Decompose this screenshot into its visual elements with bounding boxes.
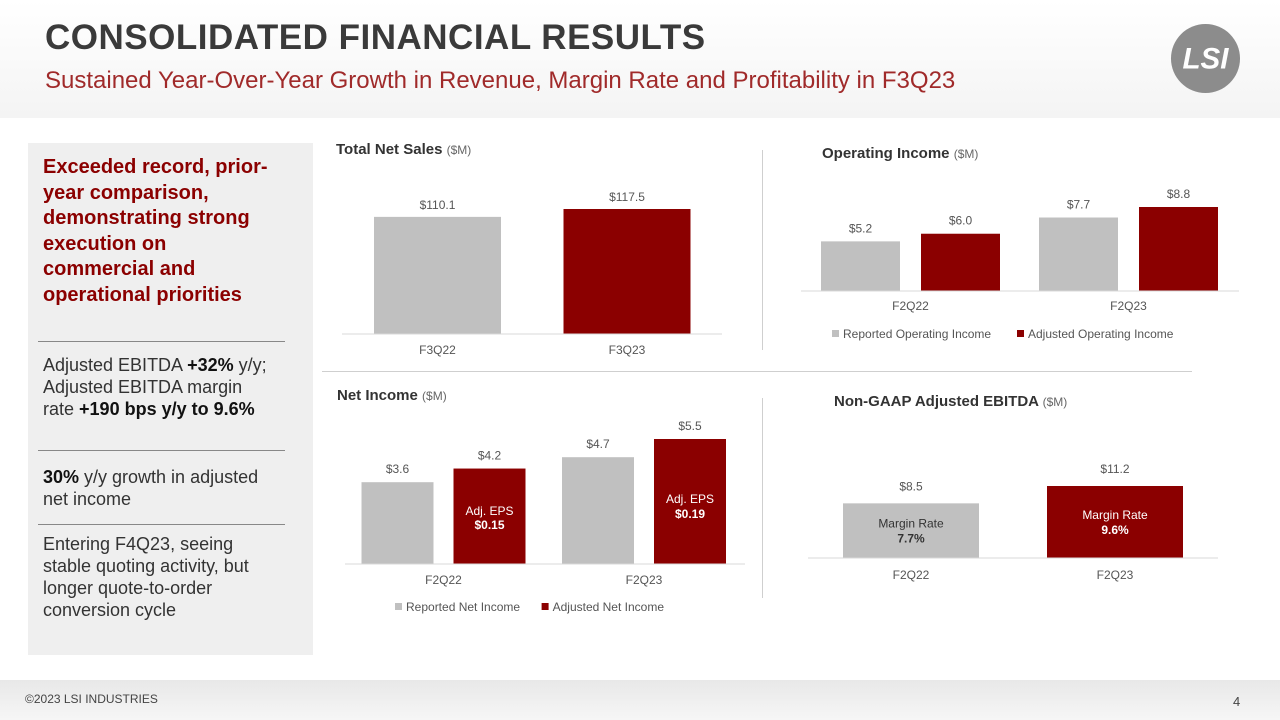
legend-label: Adjusted Operating Income: [1028, 327, 1174, 341]
eps-label-value: $0.19: [675, 507, 705, 521]
data-label: $7.7: [1067, 198, 1091, 212]
x-tick-label: F3Q22: [419, 343, 456, 357]
summary-item-ebitda: Adjusted EBITDA +32% y/y; Adjusted EBITD…: [43, 355, 267, 419]
legend-label: Adjusted Net Income: [553, 600, 665, 614]
data-label: $4.7: [586, 437, 610, 451]
bar: [1047, 486, 1183, 558]
bar: [843, 503, 979, 558]
eps-label-title: Adj. EPS: [465, 504, 513, 518]
x-tick-label: F2Q22: [425, 573, 462, 587]
x-tick-label: F2Q23: [626, 573, 663, 587]
net-sales-title: Total Net Sales ($M): [336, 141, 472, 158]
data-label: $8.8: [1167, 187, 1191, 201]
margin-rate-title: Margin Rate: [878, 517, 944, 531]
legend-swatch: [541, 603, 549, 610]
divider: [762, 398, 763, 598]
x-tick-label: F2Q22: [892, 299, 929, 313]
bar: [921, 233, 1000, 291]
chart-title-text: Operating Income: [822, 145, 950, 162]
legend-label: Reported Operating Income: [843, 327, 991, 341]
bar: [563, 209, 691, 334]
operating-income-title: Operating Income ($M): [822, 145, 979, 162]
data-label: $5.5: [678, 419, 702, 433]
margin-rate-value: 7.7%: [897, 532, 925, 546]
eps-label-value: $0.15: [474, 518, 504, 532]
divider: [762, 150, 763, 350]
eps-label-title: Adj. EPS: [666, 492, 714, 506]
chart-title-text: Non-GAAP Adjusted EBITDA: [834, 393, 1039, 410]
bar: [1039, 217, 1118, 291]
page-title: CONSOLIDATED FINANCIAL RESULTS: [45, 18, 706, 57]
data-label: $117.5: [609, 190, 645, 204]
x-tick-label: F2Q23: [1097, 568, 1134, 582]
bar: [821, 241, 900, 291]
lsi-logo-icon: LSI: [1170, 23, 1241, 94]
divider: [322, 371, 1192, 372]
data-label: $6.0: [949, 214, 973, 228]
left-summary-panel: Exceeded record, prior-year comparison, …: [28, 143, 313, 655]
data-label: $8.5: [899, 479, 923, 493]
bar: [654, 439, 726, 564]
ebitda-title: Non-GAAP Adjusted EBITDA ($M): [834, 393, 1068, 410]
margin-rate-value: 9.6%: [1101, 523, 1129, 537]
legend-swatch: [832, 330, 839, 337]
data-label: $3.6: [386, 462, 410, 476]
divider: [38, 450, 285, 451]
legend-swatch: [1017, 330, 1024, 337]
bar: [361, 482, 434, 564]
chart-title-text: Net Income: [337, 387, 418, 404]
bar: [1139, 207, 1218, 291]
data-label: $110.1: [420, 198, 456, 212]
bar: [453, 468, 526, 564]
margin-rate-title: Margin Rate: [1082, 508, 1148, 522]
x-tick-label: F2Q23: [1110, 299, 1147, 313]
logo-text: LSI: [1182, 42, 1229, 75]
data-label: $5.2: [849, 221, 873, 235]
bar: [374, 216, 501, 334]
data-label: $11.2: [1100, 462, 1129, 476]
legend-label: Reported Net Income: [406, 600, 520, 614]
chart-title-text: Total Net Sales: [336, 141, 443, 158]
net-income-title: Net Income ($M): [337, 387, 447, 404]
page-number: 4: [1233, 694, 1241, 709]
legend-swatch: [395, 603, 402, 610]
page-subtitle: Sustained Year-Over-Year Growth in Reven…: [45, 67, 956, 94]
divider: [38, 524, 285, 525]
header-band: [0, 0, 1280, 118]
x-tick-label: F2Q22: [893, 568, 930, 582]
summary-headline: Exceeded record, prior-year comparison, …: [43, 156, 268, 306]
divider: [38, 341, 285, 342]
copyright: ©2023 LSI INDUSTRIES: [25, 692, 158, 706]
footer-bar: [0, 680, 1280, 720]
x-tick-label: F3Q23: [609, 343, 646, 357]
bar: [562, 457, 634, 564]
summary-item-net-income: 30% y/y growth in adjusted net income: [43, 467, 259, 509]
summary-item-outlook: Entering F4Q23, seeing stable quoting ac…: [43, 534, 249, 620]
data-label: $4.2: [478, 449, 502, 463]
